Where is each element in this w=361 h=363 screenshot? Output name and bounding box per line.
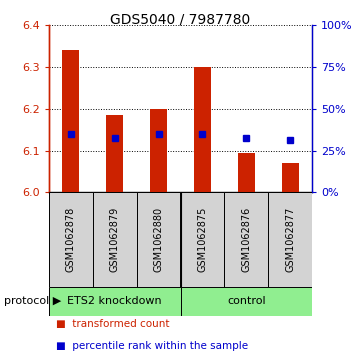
Text: ■  percentile rank within the sample: ■ percentile rank within the sample	[56, 341, 248, 351]
Text: GSM1062880: GSM1062880	[153, 207, 164, 272]
Bar	[106, 115, 123, 192]
Bar	[93, 192, 136, 287]
Text: control: control	[227, 296, 266, 306]
Bar	[282, 163, 299, 192]
Text: GSM1062876: GSM1062876	[242, 207, 251, 272]
Text: protocol ▶: protocol ▶	[4, 296, 61, 306]
Bar	[268, 192, 312, 287]
Bar	[136, 192, 180, 287]
Text: GSM1062879: GSM1062879	[110, 207, 119, 272]
Bar	[49, 287, 180, 316]
Bar	[150, 109, 167, 192]
Bar	[193, 67, 211, 192]
Bar	[62, 50, 79, 192]
Bar	[225, 192, 268, 287]
Bar	[180, 287, 312, 316]
Text: GSM1062875: GSM1062875	[197, 207, 208, 272]
Text: GSM1062877: GSM1062877	[285, 207, 295, 272]
Text: ETS2 knockdown: ETS2 knockdown	[67, 296, 162, 306]
Text: GDS5040 / 7987780: GDS5040 / 7987780	[110, 13, 251, 27]
Text: GSM1062878: GSM1062878	[66, 207, 76, 272]
Bar	[238, 153, 255, 192]
Bar	[180, 192, 225, 287]
Text: ■  transformed count: ■ transformed count	[56, 319, 169, 330]
Bar	[49, 192, 93, 287]
